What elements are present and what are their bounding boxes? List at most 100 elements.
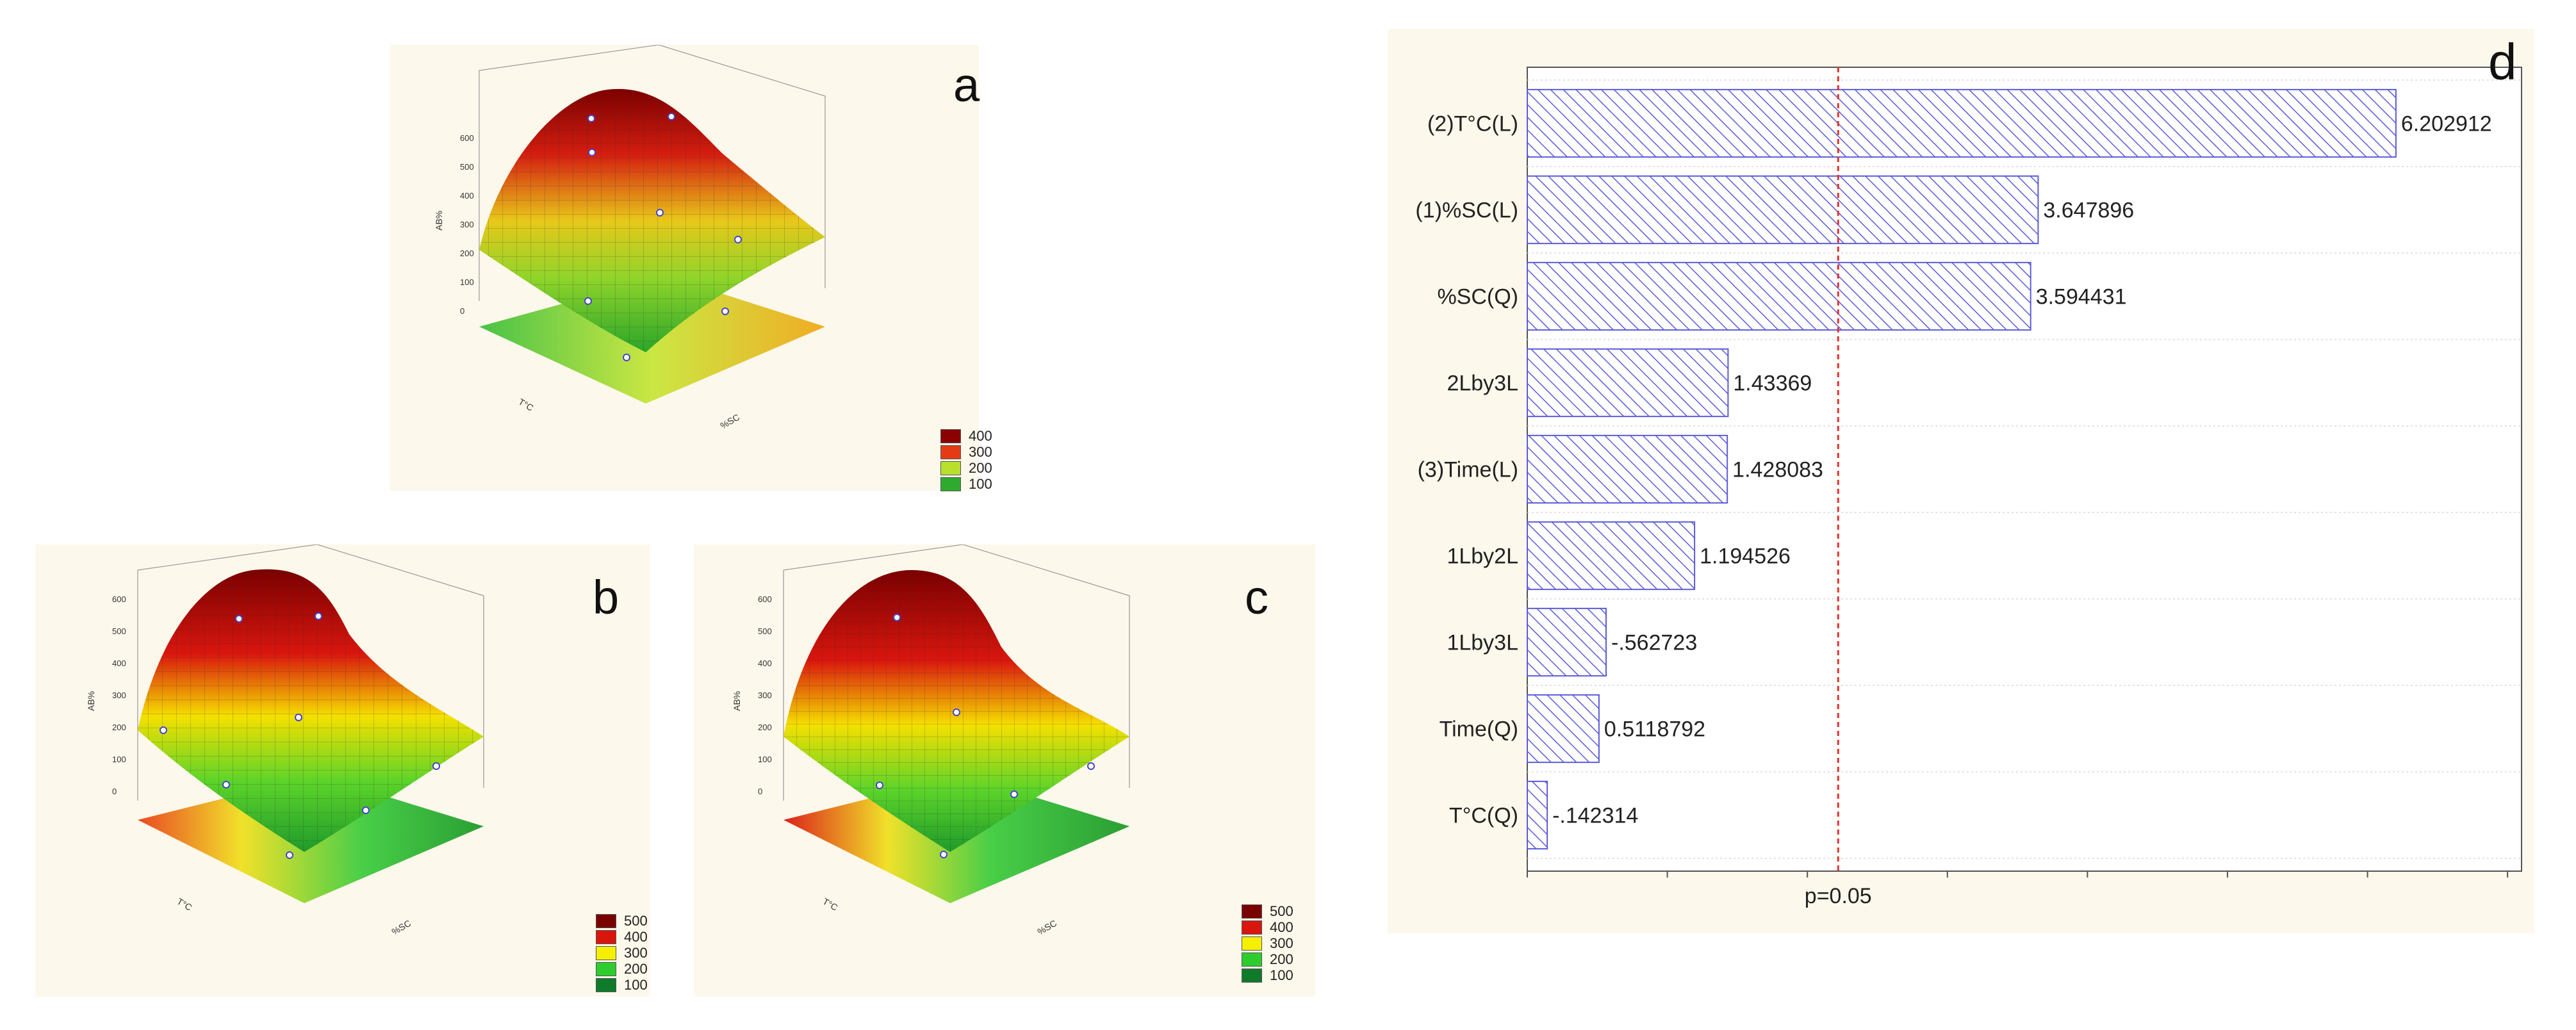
surface-plot-a: 600 500 400 300 200 100 0 AB% %SC T°C a … (390, 45, 992, 492)
value-label: 6.202912 (2401, 112, 2492, 136)
legend-row: 200 (940, 460, 992, 476)
legend-row: 300 (1242, 935, 1293, 951)
pareto-chart-d: (2)T°C(L) (1)%SC(L) %SC(Q) 2Lby3L (3)Time(L)… (1388, 29, 2534, 933)
z-tick: 300 (758, 691, 772, 700)
axis-box-b (137, 544, 484, 801)
legend-row: 400 (940, 428, 992, 444)
pareto-bar (1527, 607, 1607, 677)
data-points-b (160, 612, 440, 859)
legend-row: 100 (1242, 967, 1293, 983)
legend-swatch (1242, 904, 1262, 919)
panel-letter-d: d (2488, 33, 2517, 90)
legend-c: 500 400 300 200 100 (1242, 903, 1293, 983)
design-point (893, 614, 901, 621)
legend-swatch (596, 913, 616, 928)
value-labels: 6.202912 3.647896 3.594431 1.43369 1.428083 1… (1552, 112, 2492, 828)
category-label: (1)%SC(L) (1415, 199, 1518, 223)
legend-swatch (596, 945, 616, 960)
legend-label: 300 (969, 443, 992, 460)
legend-row: 100 (596, 977, 648, 993)
design-point (432, 762, 440, 770)
pareto-bar (1527, 261, 2031, 331)
pareto-bar (1527, 694, 1600, 764)
pareto-bar (1527, 88, 2397, 158)
pareto-bar (1527, 521, 1696, 591)
pareto-bar (1527, 175, 2039, 245)
y-axis-label-b: T°C (176, 896, 194, 913)
value-label: 3.594431 (2036, 285, 2127, 309)
z-tick: 100 (460, 277, 474, 287)
legend-label: 300 (1270, 935, 1293, 951)
z-tick: 500 (112, 626, 126, 636)
panel-letter-a: a (953, 58, 980, 111)
legend-label: 100 (969, 475, 992, 492)
value-label: 0.5118792 (1604, 717, 1705, 742)
legend-row: 200 (1242, 951, 1293, 967)
value-label: 1.43369 (1733, 372, 1812, 396)
legend-label: 200 (969, 459, 992, 476)
z-tick: 0 (112, 787, 117, 796)
z-tick: 300 (460, 220, 474, 229)
legend-row: 100 (940, 476, 992, 492)
legend-row: 400 (596, 929, 648, 945)
design-point (623, 354, 630, 361)
legend-label: 400 (624, 928, 648, 945)
pareto-bar (1527, 348, 1729, 418)
x-axis-label-b: %SC (390, 918, 413, 937)
z-tick: 600 (758, 594, 772, 604)
category-label: 1Lby3L (1447, 631, 1518, 655)
legend-label: 100 (624, 976, 648, 993)
legend-label: 400 (1270, 919, 1293, 935)
legend-label: 300 (624, 944, 648, 961)
legend-row: 200 (596, 961, 648, 977)
z-tick: 100 (112, 755, 126, 764)
design-point (587, 115, 595, 122)
category-label: 1Lby2L (1447, 544, 1518, 569)
design-point (1010, 790, 1018, 798)
legend-swatch (596, 977, 616, 992)
design-point (876, 781, 883, 789)
bars (1527, 88, 2397, 850)
legend-swatch (1242, 936, 1262, 951)
legend-swatch (940, 461, 961, 475)
surface-b-svg: 600 500 400 300 200 100 0 AB% %SC T°C (86, 544, 484, 937)
design-point (286, 851, 293, 859)
x-axis-ticks (1527, 871, 2509, 878)
axis-box-c (783, 544, 1130, 801)
z-axis-label-b: AB% (86, 691, 96, 711)
design-point (235, 615, 243, 623)
pareto-svg: (2)T°C(L) (1)%SC(L) %SC(Q) 2Lby3L (3)Time(L)… (1415, 67, 2522, 908)
z-tick: 400 (112, 658, 126, 668)
design-point (160, 726, 167, 734)
legend-swatch (940, 445, 961, 459)
x-axis-label-a: %SC (719, 412, 742, 431)
legend-row: 300 (940, 444, 992, 460)
surface-plot-b: 600 500 400 300 200 100 0 AB% %SC T°C b … (35, 544, 650, 997)
z-tick: 200 (758, 723, 772, 732)
category-label: %SC(Q) (1437, 285, 1518, 309)
legend-row: 500 (596, 913, 648, 929)
x-axis-label-c: %SC (1036, 918, 1059, 937)
legend-swatch (940, 429, 961, 443)
pareto-bar (1527, 434, 1728, 504)
legend-label: 100 (1270, 967, 1293, 983)
category-label: 2Lby3L (1447, 372, 1518, 396)
legend-label: 500 (624, 912, 648, 929)
legend-b: 500 400 300 200 100 (596, 913, 648, 993)
z-tick: 0 (460, 306, 464, 316)
significance-label: p=0.05 (1805, 884, 1872, 908)
category-label: (3)Time(L) (1418, 458, 1518, 482)
z-tick: 600 (112, 594, 126, 604)
y-axis-label-c: T°C (821, 896, 840, 913)
category-labels: (2)T°C(L) (1)%SC(L) %SC(Q) 2Lby3L (3)Time(L)… (1415, 112, 1518, 828)
design-point (362, 806, 370, 814)
category-label: (2)T°C(L) (1427, 112, 1518, 136)
design-point (295, 714, 302, 721)
z-axis-ticks-c: 600 500 400 300 200 100 0 (758, 594, 772, 796)
legend-label: 200 (624, 960, 648, 977)
z-tick: 500 (460, 162, 474, 172)
legend-swatch (1242, 952, 1262, 967)
z-axis-label-c: AB% (732, 691, 742, 711)
design-point (734, 236, 742, 243)
design-point (1087, 762, 1095, 770)
